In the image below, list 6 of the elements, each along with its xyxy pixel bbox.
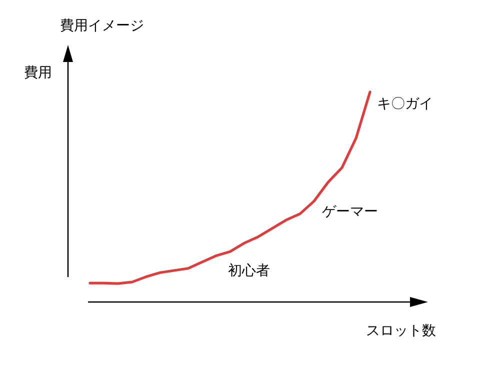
xlabel: スロット数 (366, 323, 436, 339)
title: 費用イメージ (60, 18, 144, 34)
annotation: 初心者 (228, 263, 270, 279)
annotation: ゲーマー (322, 204, 378, 220)
ylabel: 費用 (24, 65, 52, 81)
annotation: キ〇ガイ (377, 96, 433, 112)
